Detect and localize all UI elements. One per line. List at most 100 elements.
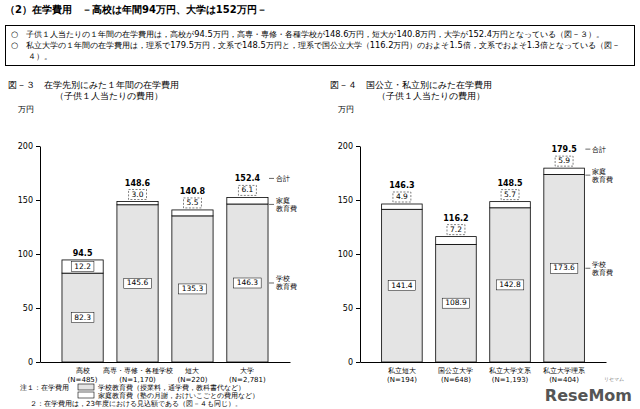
note-item: 家庭教育費（塾の月謝，おけいこごとの費用など） [98,391,259,400]
tick: 高専・専修・各種学校(N=1,170) [103,367,173,384]
tick-label: 50 [23,304,33,313]
tick-label-line: (N=404) [549,376,579,384]
tick-label: 0 [348,358,353,367]
axis-line [361,362,607,363]
legend-entry: 学校教育費 [592,261,613,277]
data-label-box [393,192,411,202]
total-label: 146.3 [389,181,414,190]
bar-segment [490,208,531,362]
data-label: 6.1 [241,185,253,194]
tick: 短大(N=220) [178,367,208,384]
data-label-group: 7.2 [447,225,465,235]
data-label-group: 82.3 [71,313,94,323]
total-label: 148.5 [497,179,523,188]
bar-segment [227,204,268,362]
tick-label: 短大(N=220) [178,367,208,384]
chart: 図－３ 在学先別にみた１年間の在学費用（子供１人当たりの費用）万円0501001… [8,80,297,384]
tick-label: 150 [338,196,353,205]
data-label: 7.2 [450,225,462,234]
data-label-group: 5.7 [501,190,519,200]
legend: 合計学校教育費家庭教育費 [269,175,297,292]
tick-label-line: 私立大学理系 [543,367,585,375]
data-label-box [442,298,469,308]
data-label-box [555,156,573,166]
axis-line [360,147,361,363]
data-label: 5.5 [187,198,199,207]
legend-leader [585,268,590,269]
tick: 100 [338,250,360,259]
note-swatch [78,392,94,398]
tick-label-line: 私立大学文系 [489,367,531,375]
chart: 図－４ 国公立・私立別にみた在学費用（子供１人当たりの費用） 万円 0 50 100 15… [330,80,613,384]
bar-segment [436,237,477,245]
legend-line: 学校 [592,261,606,269]
tick-mark [356,308,360,309]
data-label-group: 12.2 [71,262,94,272]
legend-entry: 学校教育費 [276,275,297,291]
tick: 私立大学文系(N=1,193) [489,367,531,384]
data-label: 4.9 [396,192,408,201]
data-label: 146.3 [237,278,259,287]
total-label: 94.5 [73,249,93,258]
legend-line: 教育費 [276,282,297,291]
axis-line [40,147,41,363]
tick: 50 [343,304,360,313]
tick: 200 [18,142,40,151]
tick-mark [356,146,360,147]
tick-label: 私立大学文系(N=1,193) [489,367,531,384]
tick: 大学(N=2,781) [229,367,266,384]
tick-label: 私立大学理系(N=404) [543,367,585,384]
legend-line: 家庭 [276,197,290,205]
chart-subtitle: （子供１人当たりの費用） [377,91,485,101]
tick-label: 200 [18,142,33,151]
data-label: 5.9 [558,156,570,165]
data-label-group: 108.9 [442,298,469,308]
tick: 私立大学理系(N=404) [543,367,585,384]
bar-segment [172,216,213,362]
bar-segment [382,209,423,362]
data-label: 145.6 [127,278,149,287]
chart-title: 図－４ 国公立・私立別にみた在学費用 [330,80,492,90]
legend-entry: 家庭教育費 [276,197,297,213]
tick-mark [36,254,40,255]
tick-mark [36,308,40,309]
data-label: 142.8 [499,280,521,289]
legend-line: 家庭 [592,168,606,176]
legend-line: 学校 [276,275,290,283]
data-label-box [124,278,151,288]
data-label-box [234,278,261,288]
data-label-group: 6.1 [238,185,256,195]
tick-label: 100 [338,250,353,259]
tick-mark [36,200,40,201]
legend: 合計学校教育費家庭教育費 [585,146,613,277]
tick-mark [36,362,40,363]
bar-segment [436,244,477,362]
tick-label: 私立短大(N=194) [387,367,417,384]
data-label-group: 5.5 [184,198,202,208]
chart-title: 図－３ 在学先別にみた１年間の在学費用 [8,80,179,90]
watermark-logo: ReseMom [545,386,632,405]
bar-segment [544,175,585,362]
bar-segment [117,202,158,205]
notes: 注１：在学費用 学校教育費（授業料，通学費，教科書代など）家庭教育費（塾の月謝，お… [20,383,259,409]
axis-title: 万円 [338,105,354,114]
total-label: 116.2 [443,214,468,223]
legend-line: 教育費 [592,175,613,184]
data-labels: 141.44.9146.3108.97.2116.2142.85.7148.51… [388,145,578,308]
data-label-box [501,190,519,200]
tick: 100 [18,250,40,259]
note-item: 学校教育費（授業料，通学費，教科書代など） [98,383,245,392]
legend-leader [585,149,590,150]
total-label: 148.6 [125,179,151,188]
data-labels: 82.312.294.5145.63.0148.6135.35.5140.814… [71,174,261,322]
data-label-group: 145.6 [124,278,151,288]
tick-label-line: (N=194) [387,376,417,384]
watermark: リセマムReseMom [545,376,632,405]
total-label: 152.4 [235,174,261,183]
note-heading: 注１：在学費用 [20,384,69,392]
data-label-group: 142.8 [496,280,523,290]
bars [382,168,585,362]
tick: 国公立大学(N=648) [438,367,473,384]
y-axis: 050100150200 [18,142,41,367]
tick-label: 200 [338,142,353,151]
